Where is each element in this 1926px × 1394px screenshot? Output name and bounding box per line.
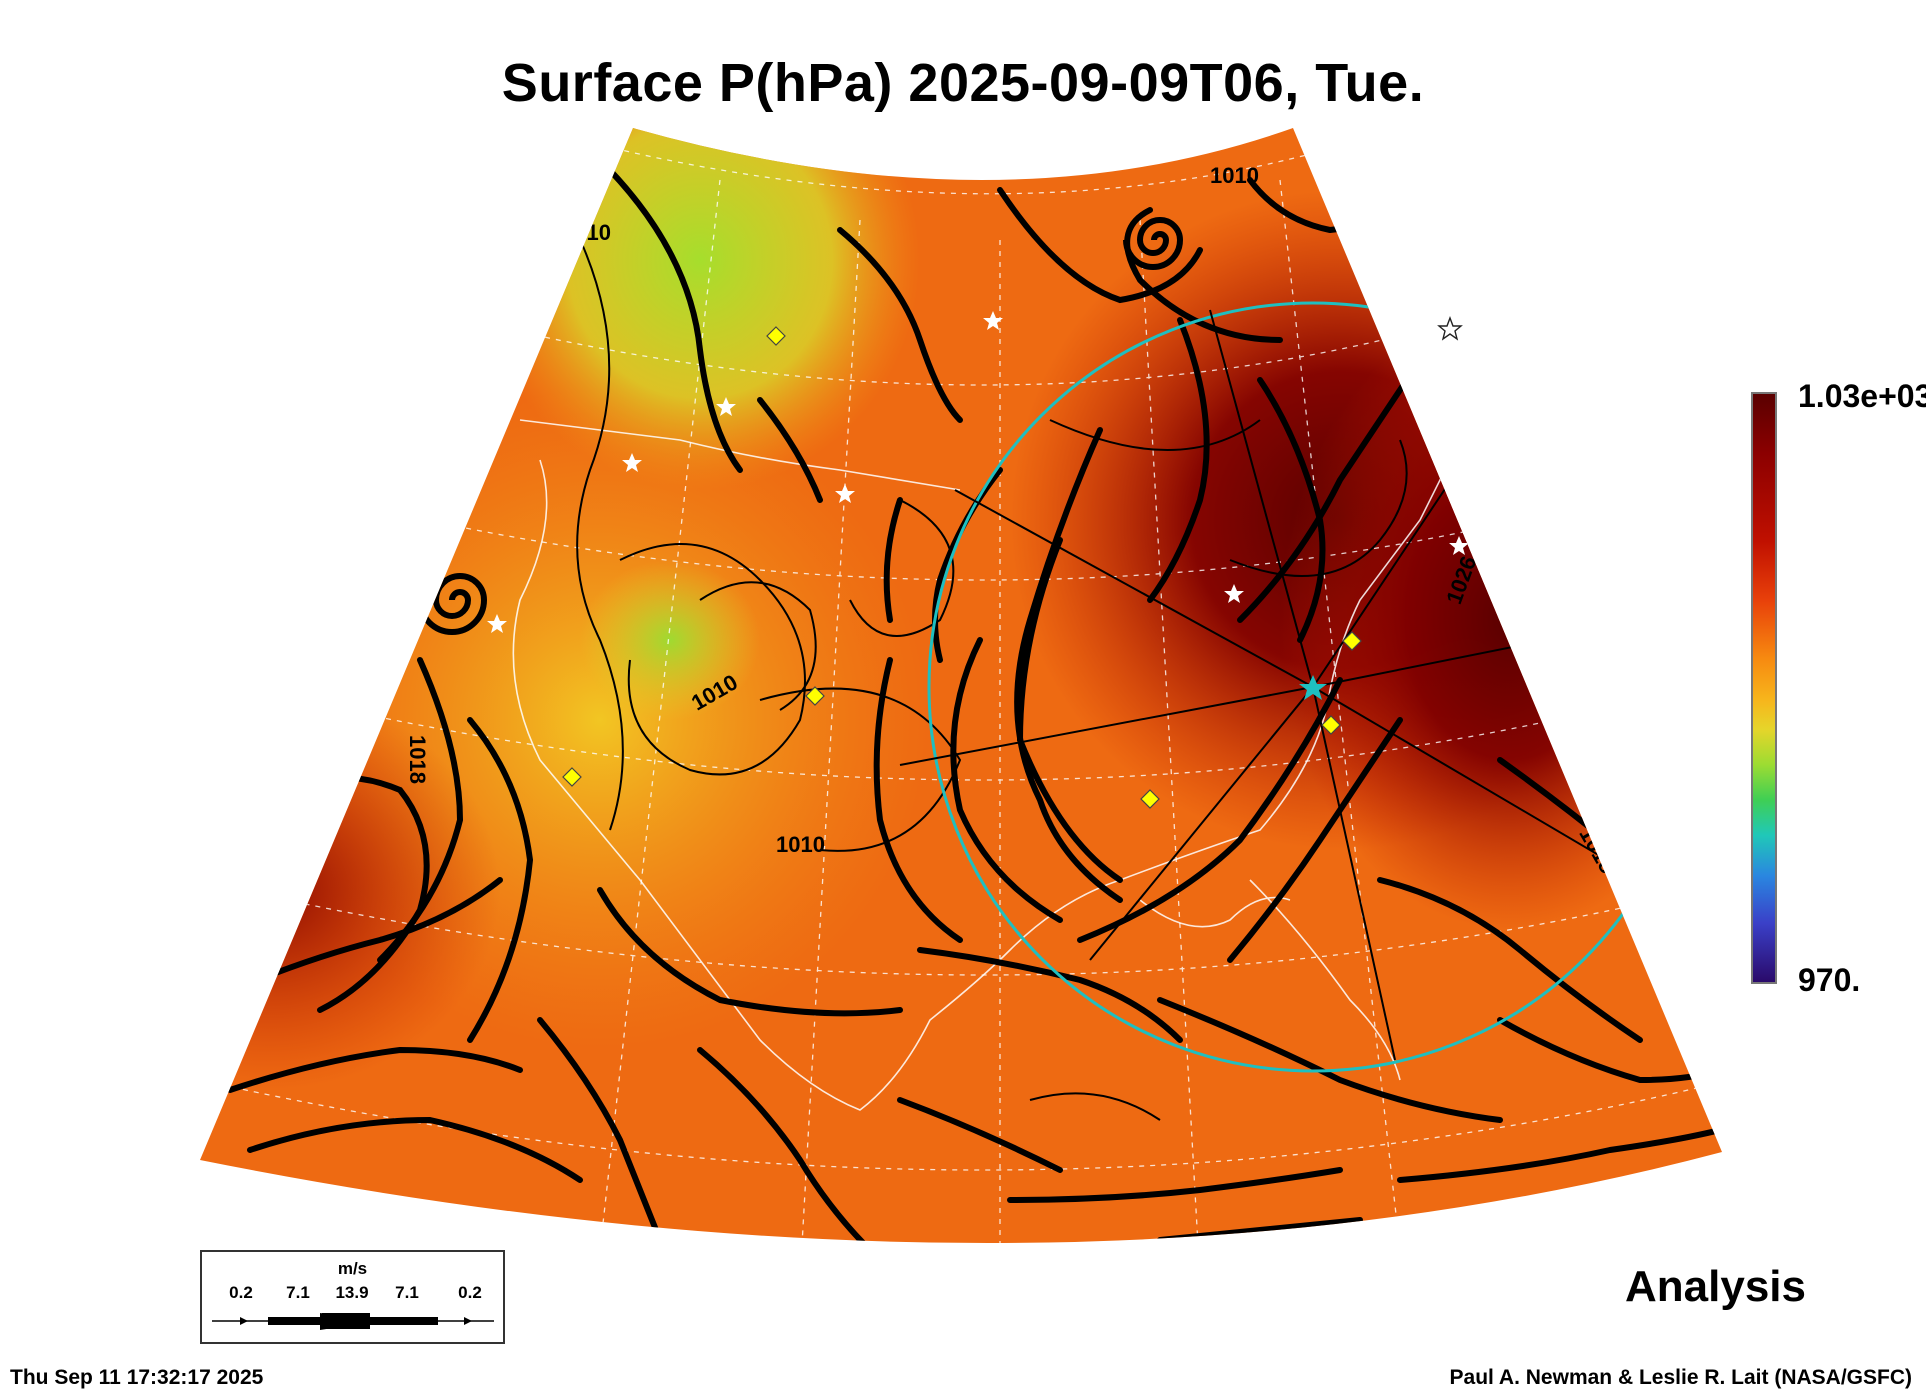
station-stars: [487, 311, 1469, 633]
station-diamonds: [562, 326, 1362, 809]
pressure-field: 1010 1010 1018 1026 1018 1010 1010: [200, 128, 1722, 1244]
colorbar: [1751, 392, 1777, 984]
isobars: [559, 199, 1408, 1121]
wind-legend-tick: 13.9: [335, 1283, 369, 1302]
contour-label: 1010: [562, 220, 611, 245]
wind-legend-tick: 7.1: [395, 1283, 419, 1302]
wind-legend-arrow: [212, 1313, 494, 1330]
map-title: Surface P(hPa) 2025-09-09T06, Tue.: [501, 53, 1425, 113]
analysis-label: Analysis: [1625, 1262, 1806, 1311]
wind-legend-tick: 7.1: [286, 1283, 310, 1302]
colorbar-min-label: 970.: [1798, 962, 1861, 998]
wind-legend-tick: 0.2: [458, 1283, 482, 1302]
wind-legend-tick: 0.2: [229, 1283, 253, 1302]
colorbar-max-label: 1.03e+03: [1798, 378, 1926, 414]
contour-label: 1010: [1210, 163, 1259, 188]
wind-legend-unit: m/s: [337, 1259, 368, 1278]
outlying-star-icon: [1437, 316, 1463, 341]
contour-label: 1018: [405, 735, 430, 784]
contour-label: 1010: [776, 832, 825, 857]
wind-speed-legend: m/s 0.2 7.1 13.9 7.1 0.2: [200, 1250, 505, 1344]
credit-line: Paul A. Newman & Leslie R. Lait (NASA/GS…: [1449, 1366, 1912, 1389]
cyclone-spirals: [417, 217, 1184, 635]
timestamp: Thu Sep 11 17:32:17 2025: [10, 1366, 264, 1389]
